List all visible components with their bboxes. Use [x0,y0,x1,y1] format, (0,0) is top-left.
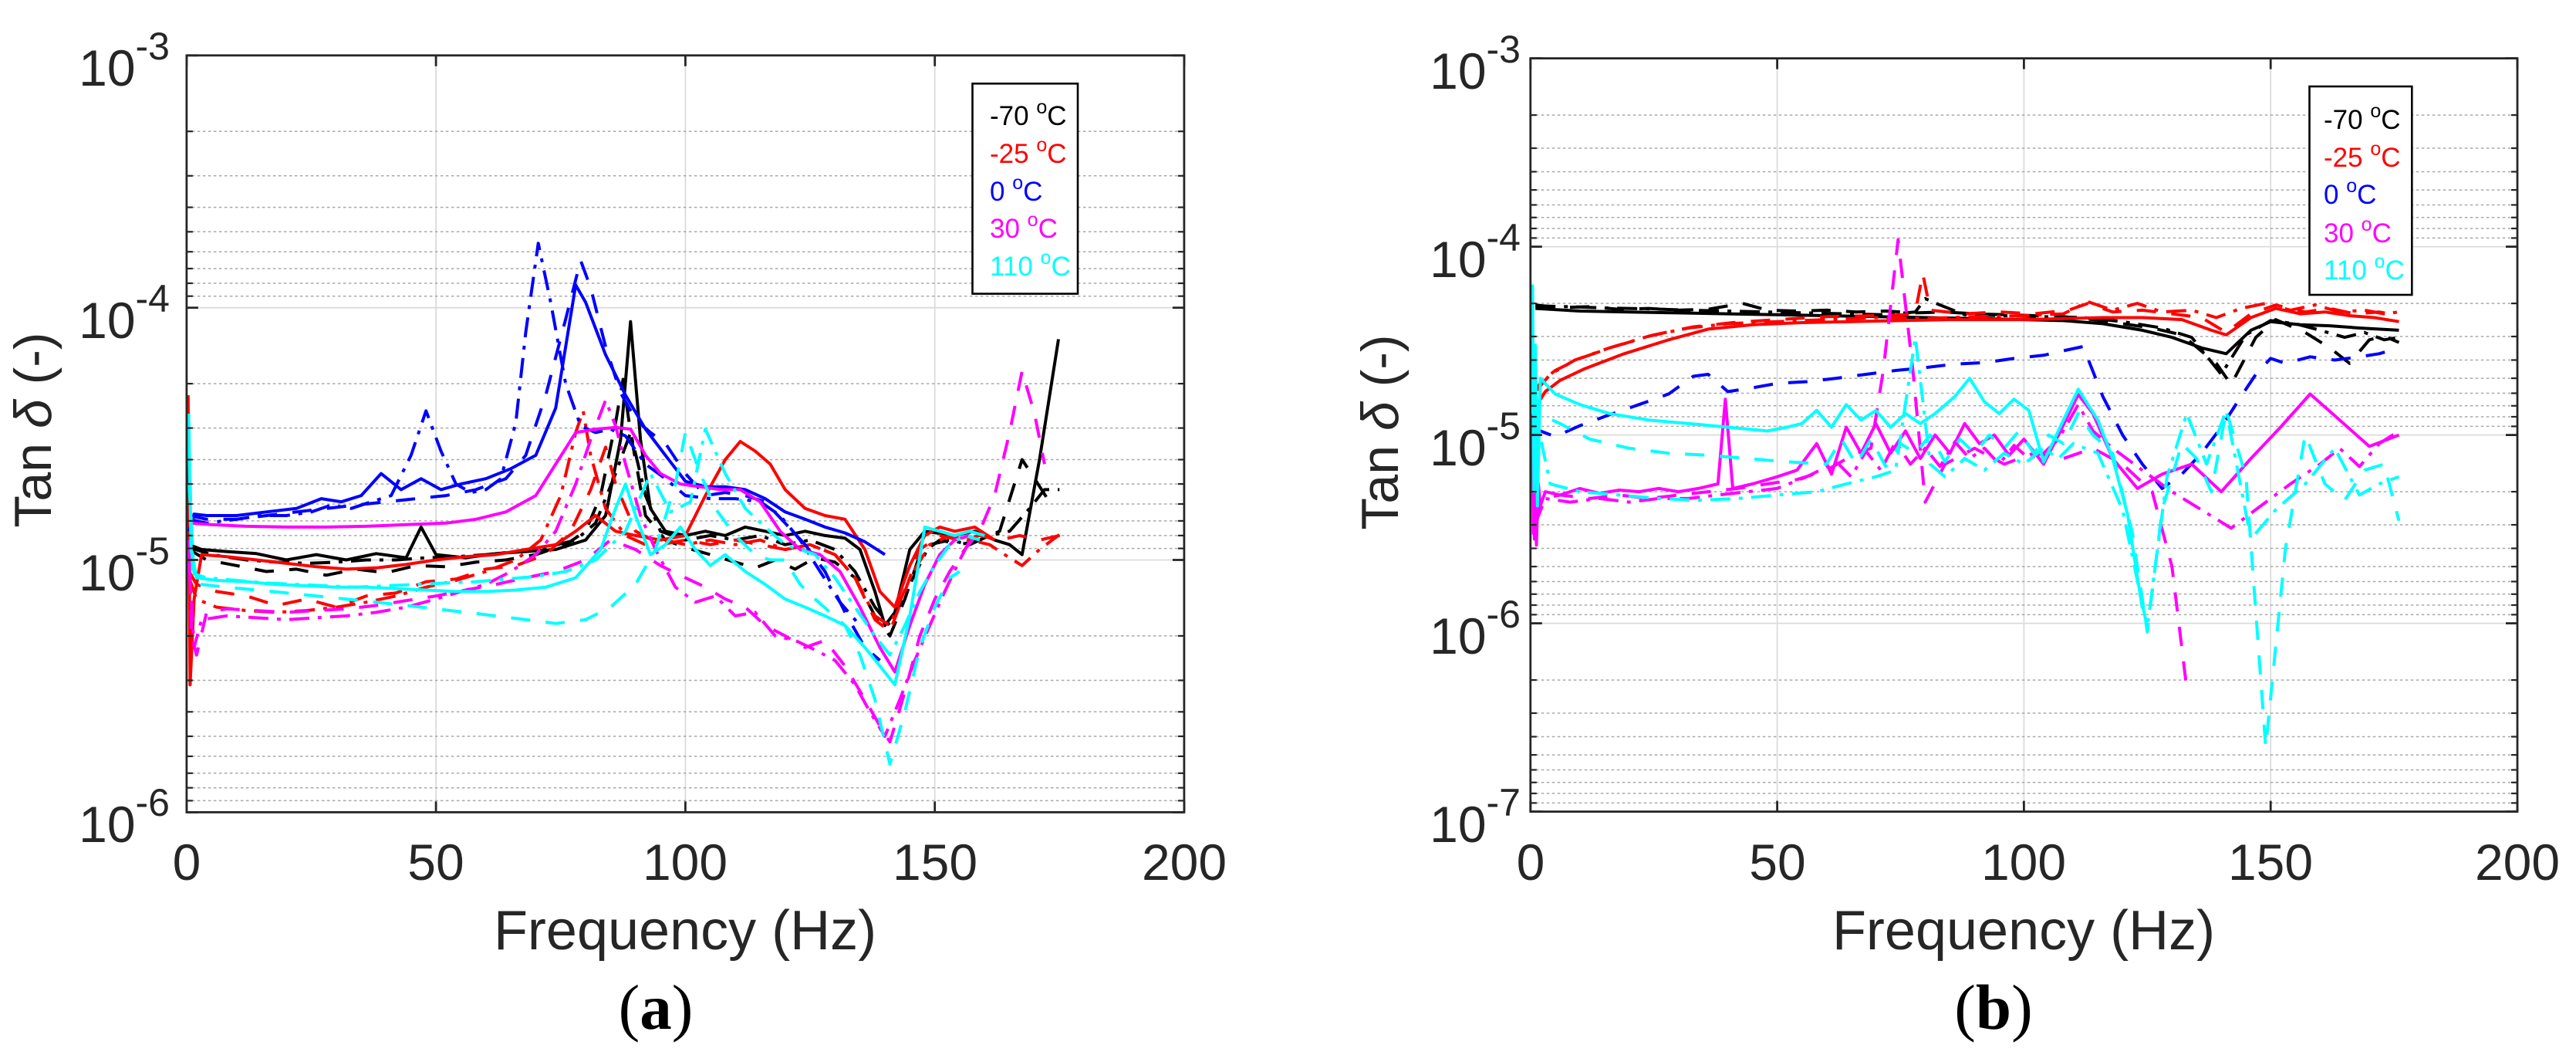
svg-text:(b): (b) [1954,972,2032,1043]
svg-text:100: 100 [643,834,728,891]
svg-text:110 oC: 110 oC [2324,251,2405,286]
svg-text:-70 oC: -70 oC [990,96,1067,131]
svg-text:Frequency (Hz): Frequency (Hz) [494,900,876,962]
svg-text:Tan δ (-): Tan δ (-) [4,332,62,527]
svg-text:50: 50 [1749,834,1805,891]
svg-text:0: 0 [173,834,201,891]
svg-text:0: 0 [1517,834,1545,891]
svg-text:100: 100 [1981,834,2066,891]
svg-text:30 oC: 30 oC [990,209,1058,244]
svg-text:-25 oC: -25 oC [990,134,1067,169]
svg-text:30 oC: 30 oC [2324,214,2392,249]
svg-text:150: 150 [893,834,977,891]
svg-text:150: 150 [2228,834,2313,891]
svg-text:200: 200 [1142,834,1227,891]
svg-text:-70 oC: -70 oC [2324,100,2401,135]
svg-text:50: 50 [407,834,464,891]
svg-text:(a): (a) [619,972,694,1043]
svg-text:Tan δ (-): Tan δ (-) [1351,334,1410,529]
svg-text:200: 200 [2475,834,2560,891]
svg-text:110 oC: 110 oC [990,247,1071,282]
svg-text:Frequency (Hz): Frequency (Hz) [1832,900,2215,962]
svg-text:0 oC: 0 oC [2324,175,2376,210]
svg-text:-25 oC: -25 oC [2324,138,2401,173]
